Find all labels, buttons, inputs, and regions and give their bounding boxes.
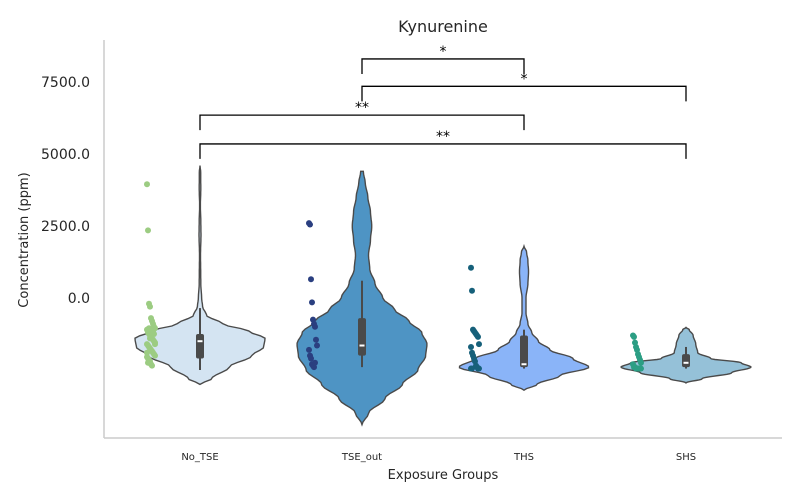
violin-median bbox=[683, 361, 689, 364]
violin-ths bbox=[458, 243, 590, 392]
data-point bbox=[306, 346, 312, 353]
data-point bbox=[145, 227, 151, 234]
significance-bracket bbox=[361, 85, 687, 102]
data-point bbox=[307, 221, 313, 228]
data-point bbox=[631, 333, 637, 340]
violin-group bbox=[134, 165, 752, 427]
violin-box bbox=[358, 318, 366, 356]
data-point bbox=[144, 349, 150, 356]
y-tick-group: 0.0 2500.0 5000.0 7500.0 bbox=[41, 75, 90, 307]
significance-bracket bbox=[361, 58, 525, 74]
x-axis-title: Exposure Groups bbox=[388, 468, 499, 483]
data-point bbox=[469, 365, 475, 372]
violin-median bbox=[197, 340, 203, 343]
violin-median bbox=[521, 363, 527, 366]
data-point bbox=[147, 303, 153, 310]
violin-median bbox=[359, 344, 365, 347]
violin-box bbox=[682, 354, 690, 368]
x-tick-group: No_TSE TSE_out THS SHS bbox=[181, 452, 696, 463]
data-point bbox=[476, 341, 482, 348]
x-tick-label: TSE_out bbox=[341, 452, 382, 463]
data-point bbox=[638, 359, 644, 366]
data-point bbox=[475, 333, 481, 340]
data-point bbox=[151, 331, 157, 337]
data-point bbox=[309, 299, 315, 306]
significance-group: ****** bbox=[199, 44, 687, 159]
data-point bbox=[469, 287, 475, 294]
data-point bbox=[468, 264, 474, 271]
data-point bbox=[308, 276, 314, 283]
y-axis-title: Concentration (ppm) bbox=[17, 172, 32, 307]
data-point bbox=[152, 341, 158, 348]
significance-label: * bbox=[440, 44, 447, 60]
violin-box bbox=[520, 335, 528, 368]
data-point bbox=[638, 365, 644, 372]
significance-label: ** bbox=[355, 100, 369, 116]
x-tick-label: THS bbox=[513, 452, 534, 463]
violin-box bbox=[196, 334, 204, 359]
data-point bbox=[146, 325, 152, 332]
significance-bracket bbox=[199, 114, 525, 131]
violin-no-tse bbox=[134, 165, 266, 386]
y-tick-label: 7500.0 bbox=[41, 75, 90, 91]
data-point bbox=[476, 365, 482, 372]
data-point bbox=[312, 323, 318, 330]
significance-label: ** bbox=[436, 129, 450, 145]
data-point bbox=[468, 343, 474, 350]
x-tick-label: No_TSE bbox=[181, 452, 218, 463]
y-tick-label: 2500.0 bbox=[41, 219, 90, 235]
data-point bbox=[313, 336, 319, 343]
x-tick-label: SHS bbox=[676, 452, 696, 463]
significance-bracket bbox=[199, 143, 687, 159]
data-point bbox=[312, 359, 318, 366]
data-point bbox=[308, 355, 314, 362]
y-tick-label: 5000.0 bbox=[41, 147, 90, 163]
significance-label: * bbox=[521, 71, 528, 87]
y-tick-label: 0.0 bbox=[68, 291, 90, 307]
data-point bbox=[144, 181, 150, 188]
data-point bbox=[152, 352, 158, 359]
chart-title: Kynurenine bbox=[398, 17, 488, 36]
data-point bbox=[314, 342, 320, 349]
data-point bbox=[145, 359, 151, 366]
data-point bbox=[147, 335, 153, 342]
points-group bbox=[144, 181, 644, 372]
